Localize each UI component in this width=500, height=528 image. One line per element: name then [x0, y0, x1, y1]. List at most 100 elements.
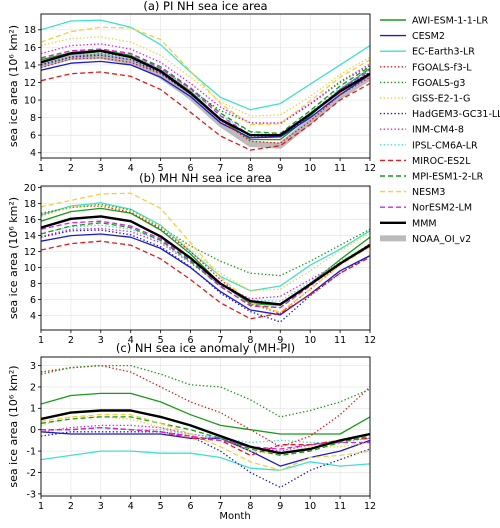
y-tick-label: 18	[24, 25, 36, 36]
series-line-giss-e2-1-g	[41, 204, 370, 292]
x-tick-label: 5	[158, 501, 164, 512]
series-line-ec-earth3-lr	[41, 19, 370, 111]
x-tick-label: 3	[98, 335, 104, 346]
series-line-fgoals-g3	[41, 364, 370, 418]
x-tick-label: 4	[128, 163, 134, 174]
series-line-ipsl-cm6a-lr	[41, 426, 370, 444]
panel-title: (b) MH NH sea ice area	[139, 171, 272, 185]
x-tick-label: 3	[98, 163, 104, 174]
legend-item-mmm: MMM	[380, 218, 437, 229]
axes-frame	[40, 356, 371, 497]
x-tick-label: 7	[217, 501, 223, 512]
x-tick-label: 12	[364, 335, 376, 346]
x-tick-label: 11	[334, 501, 346, 512]
x-tick-label: 6	[188, 501, 194, 512]
x-tick-label: 5	[158, 163, 164, 174]
x-tick-label: 4	[128, 335, 134, 346]
legend-item-noresm2-lm: NorESM2-LM	[380, 203, 472, 214]
legend-label: FGOALS-f3-L	[412, 62, 472, 73]
y-tick-label: -3	[27, 489, 36, 500]
series-line-fgoals-f3-l	[41, 205, 370, 314]
legend-item-miroc-es2l: MIROC-ES2L	[380, 156, 471, 167]
y-tick-label: 14	[24, 60, 36, 71]
legend-label: NOAA_OI_v2	[412, 234, 471, 245]
x-tick-label: 8	[247, 335, 253, 346]
legend-label: EC-Earth3-LR	[412, 47, 475, 58]
series-line-mmm	[41, 409, 370, 455]
x-tick-label: 7	[217, 163, 223, 174]
series-line-mpi-esm1-2-lr	[41, 48, 370, 135]
y-tick-label: 6	[30, 295, 36, 306]
x-tick-label: 5	[158, 335, 164, 346]
series-line-miroc-es2l	[41, 240, 370, 320]
y-tick-label: 4	[30, 311, 36, 322]
legend-item-nesm3: NESM3	[380, 187, 445, 198]
series-line-nesm3	[41, 26, 370, 126]
y-tick-label: 16	[24, 43, 36, 54]
axes-frame	[40, 13, 371, 159]
series-line-cesm2	[41, 233, 370, 316]
x-axis-label: Month	[219, 511, 250, 522]
legend-label: MIROC-ES2L	[412, 156, 471, 167]
series-line-ec-earth3-lr	[41, 450, 370, 471]
x-tick-label: 4	[128, 501, 134, 512]
x-tick-label: 10	[304, 163, 316, 174]
y-tick-label: 3	[30, 361, 36, 372]
x-tick-label: 9	[277, 163, 283, 174]
y-axis-label: sea ice area (10⁶ km²)	[7, 25, 20, 147]
y-tick-label: 18	[24, 199, 36, 210]
y-tick-label: 4	[30, 148, 36, 159]
series-line-awi-esm-1-1-lr	[41, 49, 370, 141]
legend-label: MMM	[412, 218, 437, 229]
series-line-mpi-esm1-2-lr	[41, 416, 370, 457]
legend-label: FGOALS-g3	[412, 78, 465, 89]
series-line-fgoals-f3-l	[41, 364, 370, 448]
legend-item-noaa-oi-v2: NOAA_OI_v2	[380, 234, 471, 245]
panel-c-sea-ice-anomaly: (c) NH sea ice anomaly (MH-PI)1 2 3 4 5 6 7 8 9 1…	[7, 341, 376, 512]
x-tick-label: 6	[188, 163, 194, 174]
legend-label: GISS-E2-1-G	[412, 94, 470, 105]
y-tick-label: 20	[24, 183, 36, 194]
series-line-giss-e2-1-g	[41, 36, 370, 117]
legend-label: NESM3	[412, 187, 445, 198]
legend-item-cesm2: CESM2	[380, 31, 445, 42]
y-axis-label: sea ice area (10⁶ km²)	[7, 197, 20, 319]
series-line-hadgem3-gc31-ll	[41, 431, 370, 489]
y-tick-label: 16	[24, 215, 36, 226]
y-tick-label: 12	[24, 247, 36, 258]
legend: AWI-ESM-1-1-LR CESM2 EC-Earth3-LR FGOALS-f3…	[380, 16, 500, 245]
x-tick-label: 2	[68, 501, 74, 512]
legend-item-ec-earth3-lr: EC-Earth3-LR	[380, 47, 475, 58]
x-tick-label: 2	[68, 335, 74, 346]
x-tick-label: 8	[247, 163, 253, 174]
series-line-mmm	[41, 215, 370, 306]
x-tick-label: 12	[364, 501, 376, 512]
x-tick-label: 9	[277, 335, 283, 346]
x-tick-label: 10	[304, 335, 316, 346]
x-tick-label: 2	[68, 163, 74, 174]
x-tick-label: 11	[334, 163, 346, 174]
x-tick-label: 1	[38, 335, 44, 346]
series-line-noresm2-lm	[41, 426, 370, 450]
panel-title: (a) PI NH sea ice area	[143, 0, 267, 13]
legend-label: AWI-ESM-1-1-LR	[412, 16, 488, 27]
x-tick-label: 12	[364, 163, 376, 174]
y-tick-label: 2	[30, 382, 36, 393]
legend-item-inm-cm4-8: INM-CM4-8	[380, 125, 464, 136]
legend-label: HadGEM3-GC31-LL	[412, 109, 500, 120]
series-line-fgoals-g3	[41, 203, 370, 277]
x-tick-label: 11	[334, 335, 346, 346]
series-line-noresm2-lm	[41, 48, 370, 137]
series-line-nesm3	[41, 192, 370, 314]
y-tick-label: -1	[27, 446, 36, 457]
x-tick-label: 3	[98, 501, 104, 512]
legend-item-mpi-esm1-2-lr: MPI-ESM1-2-LR	[380, 172, 484, 183]
legend-item-giss-e2-1-g: GISS-E2-1-G	[380, 94, 470, 105]
x-tick-label: 8	[247, 501, 253, 512]
legend-item-hadgem3-gc31-ll: HadGEM3-GC31-LL	[380, 109, 500, 120]
x-tick-label: 1	[38, 163, 44, 174]
series-line-nesm3	[41, 414, 370, 471]
